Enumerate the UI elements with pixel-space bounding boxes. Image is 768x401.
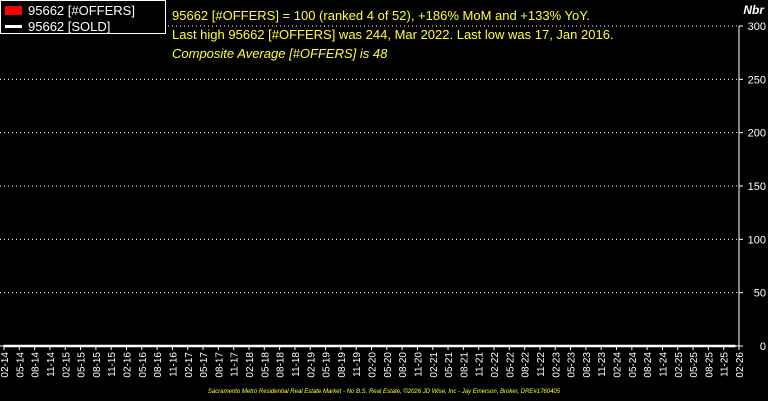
x-tick-label: 05-14 (15, 352, 26, 378)
x-tick-label: 02-25 (674, 352, 685, 378)
y-tick-label: 150 (748, 181, 766, 193)
legend-item-offers: 95662 [#OFFERS] (5, 2, 135, 18)
x-tick-label: 08-14 (31, 352, 42, 378)
y-tick-labels: 0 50 100 150 200 250 300 (739, 21, 766, 353)
summary-line-1: 95662 [#OFFERS] = 100 (ranked 4 of 52), … (172, 8, 590, 23)
x-tick-label: 11-14 (46, 352, 57, 377)
x-tick-label: 05-19 (322, 352, 333, 378)
legend-sold-label: 95662 [SOLD] (28, 18, 111, 34)
x-tick-label: 11-24 (658, 352, 669, 377)
x-tick-label: 11-22 (536, 352, 547, 377)
x-tick-label: 02-19 (306, 352, 317, 378)
x-tick-label: 05-22 (505, 352, 516, 378)
x-tick-label: 08-23 (582, 352, 593, 378)
x-tick-label: 08-24 (643, 352, 654, 378)
y-tick-label: 50 (754, 288, 766, 300)
x-tick-label: 02-16 (123, 352, 134, 378)
x-tick-label: 02-23 (551, 352, 562, 378)
x-tick-label: 05-24 (628, 352, 639, 378)
summary-line-2: Last high 95662 [#OFFERS] was 244, Mar 2… (172, 27, 614, 42)
y-tick-label: 100 (748, 234, 766, 246)
legend-item-sold: 95662 [SOLD] (5, 18, 110, 34)
y-tick-label: 250 (748, 74, 766, 86)
summary-line-3: Composite Average [#OFFERS] is 48 (172, 46, 388, 61)
x-tick-label: 08-17 (214, 352, 225, 378)
x-tick-label: 05-21 (444, 352, 455, 378)
x-tick-label: 08-21 (459, 352, 470, 378)
x-tick-label: 05-16 (138, 352, 149, 378)
x-tick-label: 08-15 (92, 352, 103, 378)
x-tick-label: 02-22 (490, 352, 501, 378)
x-tick-label: 11-18 (291, 352, 302, 377)
x-tick-label: 11-23 (597, 352, 608, 377)
x-tick-label: 02-17 (184, 352, 195, 378)
grid-lines (0, 25, 739, 294)
x-tick-label: 08-25 (704, 352, 715, 378)
legend: 95662 [#OFFERS] 95662 [SOLD] (0, 0, 166, 34)
x-tick-label: 11-21 (475, 352, 486, 377)
x-tick-label: 02-20 (368, 352, 379, 378)
x-tick-label: 05-25 (689, 352, 700, 378)
x-tick-label: 11-19 (352, 352, 363, 377)
x-tick-label: 05-17 (199, 352, 210, 378)
y-tick-label: 200 (748, 128, 766, 140)
x-tick-label: 08-19 (337, 352, 348, 378)
x-tick-label: 08-18 (276, 352, 287, 378)
y-axis-label: Nbr (743, 3, 764, 17)
legend-bar-swatch (5, 5, 22, 15)
x-tick-label: 02-18 (245, 352, 256, 378)
x-tick-label: 02-24 (613, 352, 624, 378)
x-tick-labels: 02-14 05-14 08-14 11-14 02-15 05-15 08-15 11-15… (0, 346, 746, 378)
x-tick-label: 05-20 (383, 352, 394, 378)
x-tick-label: 02-21 (429, 352, 440, 378)
x-tick-label: 11-20 (413, 352, 424, 377)
footer-credit: Sacramento Metro Residential Real Estate… (207, 389, 561, 395)
y-tick-label: 0 (760, 341, 766, 353)
x-tick-label: 02-14 (0, 352, 11, 378)
x-tick-label: 05-15 (77, 352, 88, 378)
x-tick-label: 11-16 (168, 352, 179, 377)
y-tick-label: 300 (748, 21, 766, 33)
x-tick-label: 02-26 (735, 352, 746, 378)
x-tick-label: 11-25 (720, 352, 731, 377)
x-tick-label: 08-20 (398, 352, 409, 378)
x-tick-label: 05-23 (567, 352, 578, 378)
x-tick-label: 05-18 (260, 352, 271, 378)
legend-offers-label: 95662 [#OFFERS] (28, 2, 135, 18)
x-tick-label: 08-16 (153, 352, 164, 378)
x-tick-label: 02-15 (61, 352, 72, 378)
x-tick-label: 08-22 (521, 352, 532, 378)
x-tick-label: 11-15 (107, 352, 118, 377)
x-tick-label: 11-17 (230, 352, 241, 377)
legend-line-swatch (5, 24, 22, 28)
